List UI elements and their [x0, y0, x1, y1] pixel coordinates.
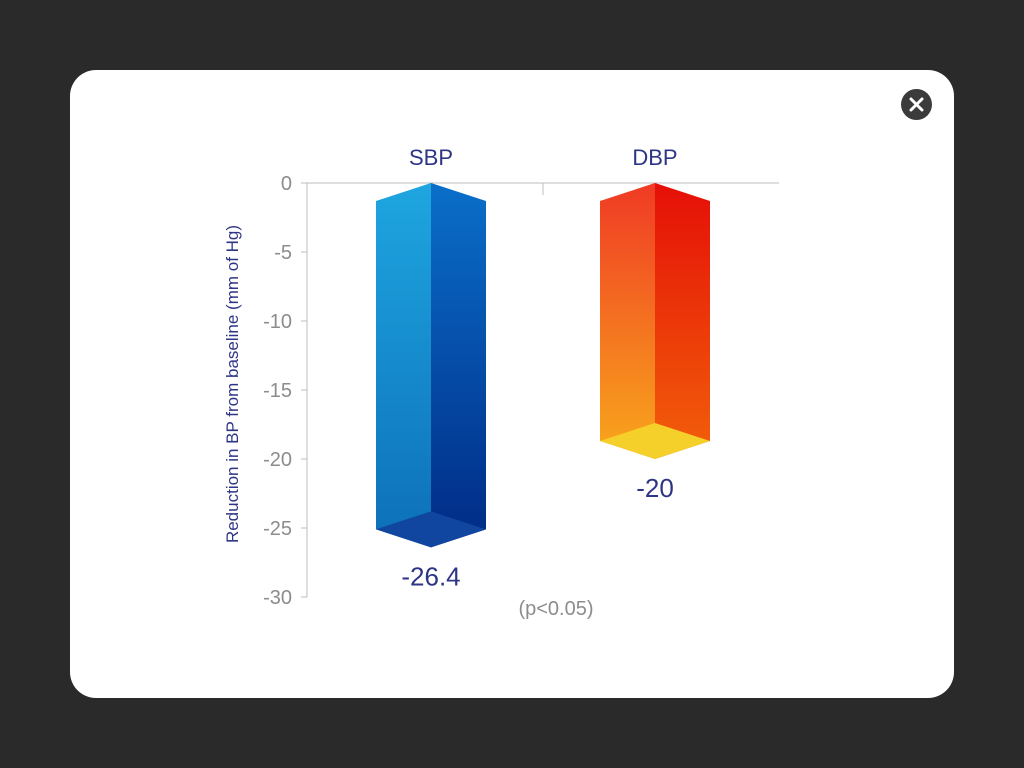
bar-dbp [600, 183, 710, 459]
y-tick-label: 0 [281, 173, 292, 195]
y-tick-label: -30 [263, 587, 292, 609]
bar-sbp [376, 183, 486, 548]
close-icon [909, 97, 924, 112]
bar-side-face [431, 183, 486, 548]
chart-modal: 0 -5 -10 -15 -20 -25 -30 SBP -26.4 DBP -20 Reduct… [70, 70, 954, 698]
bar-side-face [655, 183, 710, 459]
bar-front-face [600, 183, 655, 459]
category-label: DBP [632, 145, 677, 170]
y-tick-label: -15 [263, 380, 292, 402]
bar-bottom-cap [600, 423, 710, 459]
category-label: SBP [409, 145, 453, 170]
bp-reduction-chart: 0 -5 -10 -15 -20 -25 -30 SBP -26.4 DBP -20 Reduct… [223, 145, 779, 620]
value-label: -26.4 [401, 561, 460, 591]
bar-bottom-cap [376, 511, 486, 548]
value-label: -20 [636, 473, 674, 503]
close-button[interactable] [901, 89, 932, 120]
y-tick-label: -20 [263, 449, 292, 471]
y-tick-label: -5 [274, 242, 292, 264]
bar-front-face [376, 183, 431, 548]
y-tick-label: -10 [263, 311, 292, 333]
significance-note: (p<0.05) [518, 598, 593, 620]
y-axis-label: Reduction in BP from baseline (mm of Hg) [223, 225, 242, 543]
y-tick-label: -25 [263, 518, 292, 540]
